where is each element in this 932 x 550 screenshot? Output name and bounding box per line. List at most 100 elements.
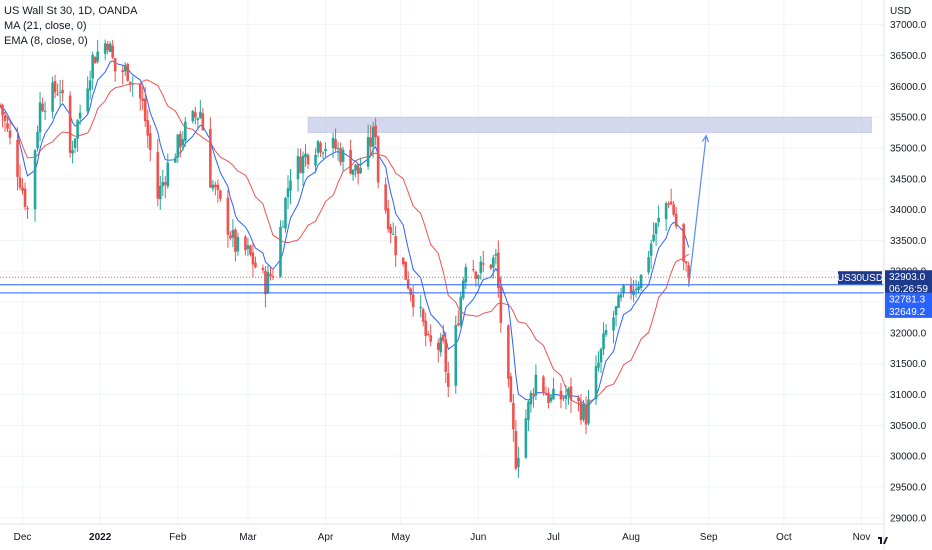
candle-body <box>351 169 355 175</box>
candle-body <box>639 274 643 289</box>
candle-body <box>148 133 152 150</box>
candle-body <box>669 201 673 205</box>
candle-body <box>138 83 142 99</box>
candle-body <box>629 284 633 293</box>
candle-body <box>88 80 92 91</box>
candle-body <box>209 129 212 188</box>
candle-body <box>111 45 114 58</box>
x-tick-label: Jun <box>470 532 486 543</box>
candle-body <box>667 203 670 205</box>
y-tick-label: 37000.0 <box>890 20 927 31</box>
candle-body <box>199 111 202 118</box>
candle-body <box>6 123 9 129</box>
y-tick-label: 35500.0 <box>890 113 927 124</box>
candle-body <box>549 397 553 402</box>
candle-body <box>356 164 360 174</box>
candle-body <box>131 83 135 85</box>
y-tick-label: 30000.0 <box>890 452 927 463</box>
y-tick-label: 36000.0 <box>890 82 927 93</box>
candle-body <box>269 273 272 277</box>
level-price-label: 32781.3 <box>889 295 926 306</box>
candle-body <box>599 348 603 363</box>
candle-body <box>674 213 678 227</box>
candle-body <box>424 320 428 336</box>
candle-body <box>21 187 24 191</box>
candle-body <box>429 335 433 342</box>
candle-body <box>86 88 89 112</box>
candle-body <box>179 133 182 148</box>
candle-body <box>544 394 548 396</box>
candle-body <box>299 156 302 173</box>
candle-body <box>68 95 72 153</box>
candle-body <box>51 82 54 112</box>
candle-body <box>71 150 74 154</box>
candle-body <box>58 91 62 93</box>
candle-body <box>194 112 197 118</box>
candle-body <box>284 197 287 229</box>
candle-body <box>289 180 292 191</box>
candle-body <box>512 402 515 430</box>
candle-body <box>497 252 500 288</box>
ema-legend: EMA (8, close, 0) <box>4 35 88 47</box>
level-price-badge <box>885 304 932 318</box>
candle-body <box>234 229 237 252</box>
candle-body <box>331 137 335 148</box>
candle-body <box>306 154 310 165</box>
candle-body <box>146 120 150 136</box>
candle-body <box>196 118 200 120</box>
candle-body <box>394 236 397 256</box>
candle-body <box>529 392 533 405</box>
candle-body <box>126 63 130 81</box>
candle-body <box>8 130 12 138</box>
candle-body <box>527 401 530 421</box>
candle-body <box>652 234 655 242</box>
candle-body <box>181 139 185 146</box>
candle-body <box>226 197 230 235</box>
candle-body <box>567 388 570 395</box>
candle-body <box>108 43 112 53</box>
candle-body <box>191 110 195 122</box>
candle-body <box>622 285 625 294</box>
candle-body <box>509 376 513 402</box>
candle-body <box>36 131 39 149</box>
candle-body <box>314 154 317 166</box>
candle-body <box>647 256 650 273</box>
y-tick-label: 35000.0 <box>890 143 927 154</box>
candle-body <box>0 104 2 106</box>
candle-body <box>249 245 252 255</box>
candle-body <box>614 306 618 316</box>
candle-body <box>436 342 440 350</box>
ema8-line <box>0 60 690 409</box>
candle-body <box>597 362 600 368</box>
candle-body <box>173 157 177 163</box>
candle-body <box>369 137 372 147</box>
candle-body <box>587 399 590 424</box>
candle-body <box>552 388 555 400</box>
candle-body <box>542 376 545 394</box>
candle-body <box>584 405 588 425</box>
symbol-badge-label: US30USD <box>837 273 883 284</box>
candle-body <box>376 136 380 183</box>
last-price-badge <box>885 270 932 297</box>
candle-body <box>16 139 19 178</box>
candle-body <box>279 226 282 277</box>
x-tick-label: May <box>391 532 410 543</box>
candle-body <box>564 395 568 399</box>
x-tick-label: 2022 <box>89 532 112 543</box>
candle-body <box>3 115 7 122</box>
candle-body <box>266 272 270 294</box>
candle-body <box>281 226 285 228</box>
candle-body <box>161 181 165 187</box>
candle-body <box>482 263 485 265</box>
candle-body <box>143 98 147 122</box>
tradingview-logo-icon[interactable] <box>878 537 888 544</box>
candle-body <box>411 294 415 308</box>
candle-body <box>78 112 82 119</box>
y-tick-label: 36500.0 <box>890 51 927 62</box>
candle-body <box>211 184 215 189</box>
candle-body <box>426 333 430 335</box>
x-tick-label: Mar <box>239 532 257 543</box>
candle-body <box>96 51 99 62</box>
candle-body <box>649 243 653 256</box>
